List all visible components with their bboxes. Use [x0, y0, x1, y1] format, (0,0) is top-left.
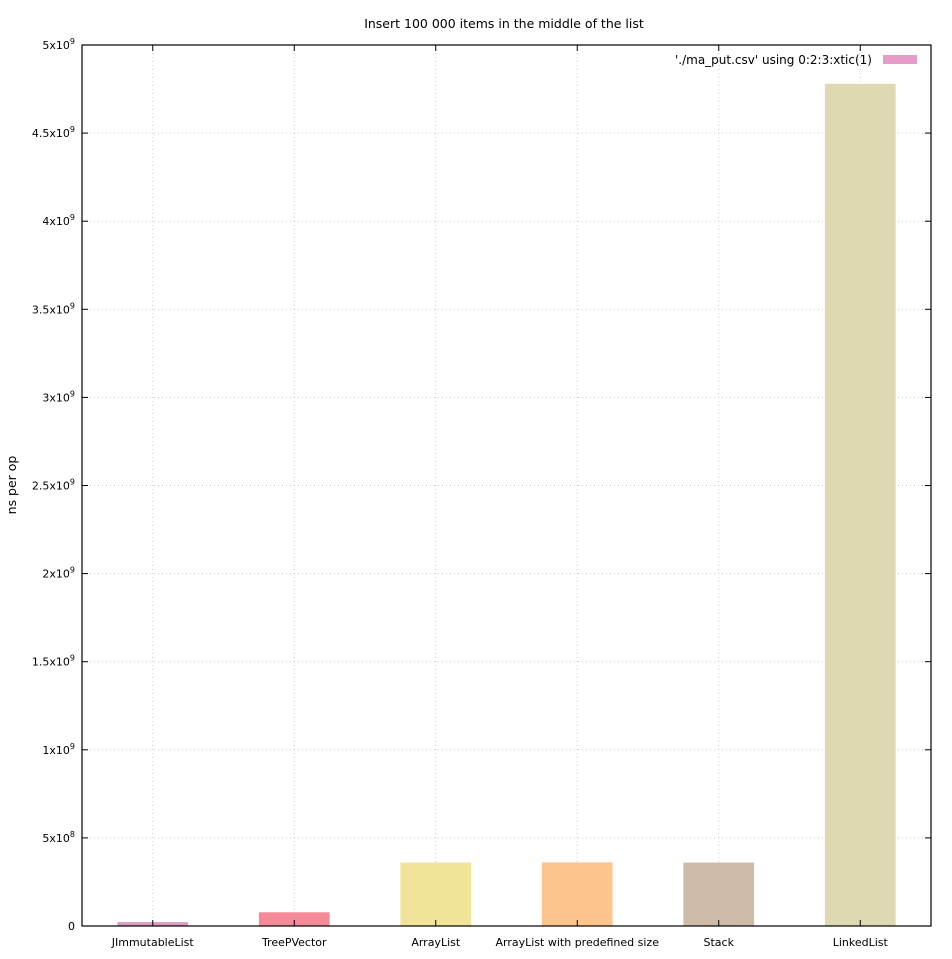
- y-tick-label: 1x109: [42, 742, 75, 757]
- y-tick-label: 4x109: [42, 213, 75, 228]
- legend: './ma_put.csv' using 0:2:3:xtic(1): [675, 53, 917, 67]
- y-tick-label: 5x108: [42, 830, 75, 845]
- legend-swatch: [883, 55, 917, 64]
- y-tick-label: 4.5x109: [32, 125, 75, 140]
- grid: [82, 45, 931, 926]
- y-ticks: 0 5x108 1x109 1.5x109 2x109 2.5x109 3x109 3.5x1…: [32, 37, 931, 933]
- y-tick-label: 2x109: [42, 566, 75, 581]
- y-tick-label: 3x109: [42, 389, 75, 404]
- y-axis-label: ns per op: [4, 456, 19, 515]
- bars: [117, 83, 896, 927]
- x-tick-label: Stack: [704, 936, 735, 949]
- bar: [400, 862, 472, 926]
- bar: [683, 862, 755, 926]
- y-tick-label: 0: [68, 920, 75, 933]
- legend-label: './ma_put.csv' using 0:2:3:xtic(1): [675, 53, 872, 67]
- y-tick-label: 1.5x109: [32, 654, 75, 669]
- bar: [824, 83, 896, 927]
- x-tick-label: ArrayList: [411, 936, 461, 949]
- y-tick-label: 5x109: [42, 37, 75, 52]
- x-tick-label: JImmutableList: [111, 936, 195, 949]
- x-tick-label: ArrayList with predefined size: [496, 936, 660, 949]
- y-tick-label: 3.5x109: [32, 301, 75, 316]
- y-tick-label: 2.5x109: [32, 478, 75, 493]
- bar: [258, 912, 330, 926]
- chart-title: Insert 100 000 items in the middle of th…: [364, 16, 644, 31]
- x-tick-label: LinkedList: [833, 936, 889, 949]
- bar: [541, 862, 613, 926]
- x-tick-label: TreePVector: [261, 936, 327, 949]
- x-ticks: JImmutableList TreePVector ArrayList ArrayL…: [111, 45, 889, 949]
